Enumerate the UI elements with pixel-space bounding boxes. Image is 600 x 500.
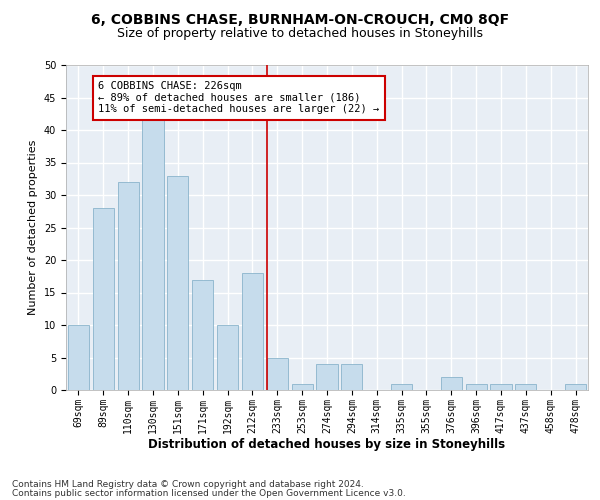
Bar: [68, 325, 89, 390]
Bar: [341, 364, 362, 390]
Bar: [267, 358, 288, 390]
Bar: [490, 384, 512, 390]
Bar: [316, 364, 338, 390]
Y-axis label: Number of detached properties: Number of detached properties: [28, 140, 38, 315]
Text: Contains HM Land Registry data © Crown copyright and database right 2024.: Contains HM Land Registry data © Crown c…: [12, 480, 364, 489]
Bar: [118, 182, 139, 390]
Bar: [515, 384, 536, 390]
Bar: [142, 117, 164, 390]
Bar: [217, 325, 238, 390]
Bar: [167, 176, 188, 390]
Bar: [292, 384, 313, 390]
Text: 6 COBBINS CHASE: 226sqm
← 89% of detached houses are smaller (186)
11% of semi-d: 6 COBBINS CHASE: 226sqm ← 89% of detache…: [98, 81, 380, 114]
X-axis label: Distribution of detached houses by size in Stoneyhills: Distribution of detached houses by size …: [148, 438, 506, 452]
Bar: [441, 377, 462, 390]
Bar: [192, 280, 213, 390]
Bar: [242, 273, 263, 390]
Bar: [466, 384, 487, 390]
Bar: [565, 384, 586, 390]
Text: Contains public sector information licensed under the Open Government Licence v3: Contains public sector information licen…: [12, 488, 406, 498]
Bar: [93, 208, 114, 390]
Bar: [391, 384, 412, 390]
Text: 6, COBBINS CHASE, BURNHAM-ON-CROUCH, CM0 8QF: 6, COBBINS CHASE, BURNHAM-ON-CROUCH, CM0…: [91, 12, 509, 26]
Text: Size of property relative to detached houses in Stoneyhills: Size of property relative to detached ho…: [117, 28, 483, 40]
